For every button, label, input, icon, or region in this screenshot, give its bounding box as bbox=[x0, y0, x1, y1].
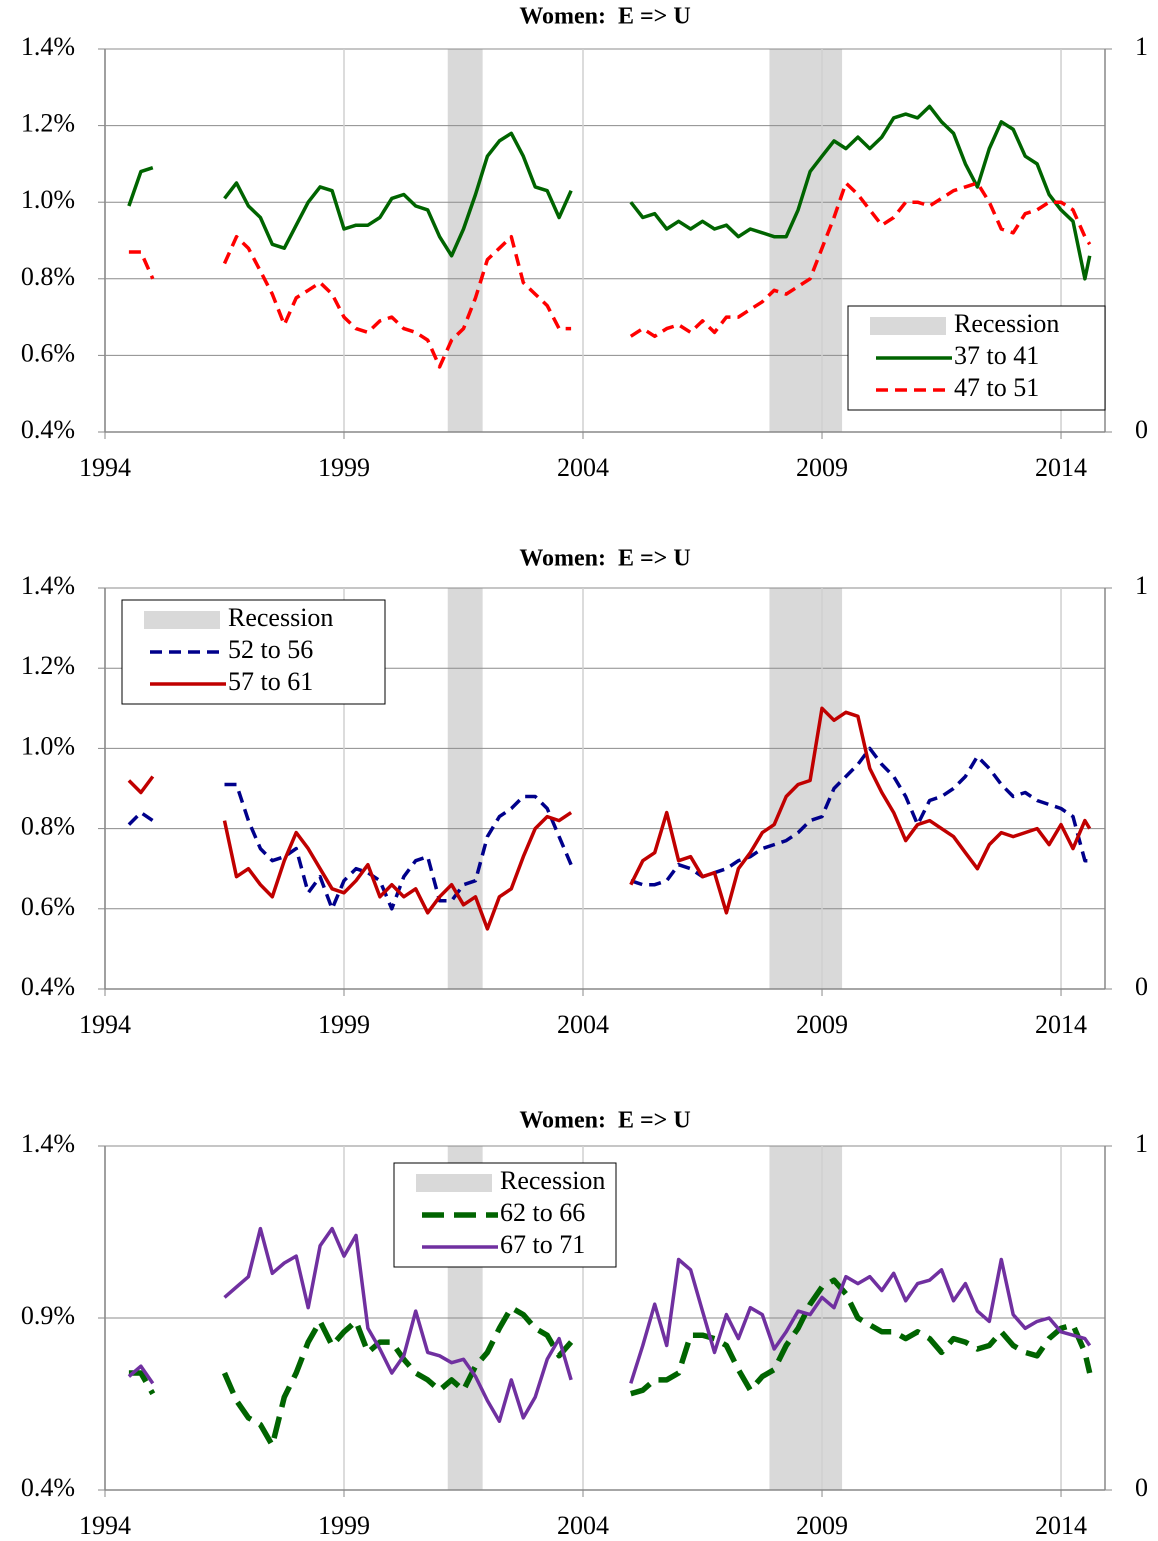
x-tick-label: 1994 bbox=[79, 1511, 131, 1540]
x-tick-label: 1999 bbox=[318, 453, 370, 482]
legend-swatch bbox=[416, 1174, 492, 1192]
x-tick-label: 2004 bbox=[557, 1511, 609, 1540]
panel: Women: E => U 0.4% 0.6% 0.8% 1.0% 1.2% 1.4% 0 1 1… bbox=[21, 4, 1148, 482]
series-line bbox=[128, 1277, 1093, 1449]
legend-label: 37 to 41 bbox=[954, 341, 1039, 370]
y2-tick-label: 0 bbox=[1135, 972, 1148, 1001]
panel: Women: E => U 0.4% 0.6% 0.8% 1.0% 1.2% 1.4% 0 1 1… bbox=[21, 546, 1148, 1039]
series-line bbox=[127, 1226, 1092, 1423]
legend-label: Recession bbox=[500, 1166, 605, 1195]
legend-label: Recession bbox=[228, 603, 333, 632]
y-tick-label: 0.4% bbox=[21, 972, 75, 1001]
legend-swatch bbox=[870, 317, 946, 335]
y2-tick-label: 1 bbox=[1135, 32, 1148, 61]
y-tick-label: 0.8% bbox=[21, 812, 75, 841]
y-tick-label: 0.6% bbox=[21, 338, 75, 367]
y-tick-label: 1.2% bbox=[21, 109, 75, 138]
x-tick-label: 2004 bbox=[557, 1010, 609, 1039]
y-tick-label: 1.0% bbox=[21, 731, 75, 760]
x-tick-label: 2014 bbox=[1035, 1511, 1087, 1540]
x-tick-label: 2009 bbox=[796, 1511, 848, 1540]
y-tick-label: 1.0% bbox=[21, 185, 75, 214]
x-tick-label: 1994 bbox=[79, 1010, 131, 1039]
y-tick-label: 0.4% bbox=[21, 415, 75, 444]
chart-title: Women: E => U bbox=[519, 546, 690, 572]
x-tick-label: 2004 bbox=[557, 453, 609, 482]
y-tick-label: 0.9% bbox=[21, 1301, 75, 1330]
legend-label: 62 to 66 bbox=[500, 1198, 585, 1227]
x-tick-label: 2009 bbox=[796, 453, 848, 482]
y-tick-label: 0.4% bbox=[21, 1473, 75, 1502]
recession-shade bbox=[769, 588, 843, 989]
legend-label: 57 to 61 bbox=[228, 667, 313, 696]
y-tick-label: 1.2% bbox=[21, 651, 75, 680]
y-tick-label: 1.4% bbox=[21, 32, 75, 61]
x-tick-label: 2014 bbox=[1035, 453, 1087, 482]
recession-shade bbox=[447, 588, 483, 989]
series-line bbox=[128, 181, 1092, 369]
legend-swatch bbox=[144, 611, 220, 629]
panel: Women: E => U 0.4% 0.9% 1.4% 0 1 1994 1999 2004 2… bbox=[21, 1108, 1148, 1540]
y-tick-label: 1.4% bbox=[21, 1129, 75, 1158]
y-tick-label: 0.8% bbox=[21, 262, 75, 291]
y-tick-label: 1.4% bbox=[21, 571, 75, 600]
y2-tick-label: 0 bbox=[1135, 1473, 1148, 1502]
legend-label: 67 to 71 bbox=[500, 1230, 585, 1259]
recession-shade bbox=[769, 49, 843, 432]
legend-label: 52 to 56 bbox=[228, 635, 313, 664]
x-tick-label: 2009 bbox=[796, 1010, 848, 1039]
chart-title: Women: E => U bbox=[519, 4, 690, 30]
x-tick-label: 1994 bbox=[79, 453, 131, 482]
series-line bbox=[127, 706, 1092, 931]
x-tick-label: 1999 bbox=[318, 1010, 370, 1039]
legend-label: Recession bbox=[954, 309, 1059, 338]
y2-tick-label: 1 bbox=[1135, 1129, 1148, 1158]
series-line bbox=[127, 104, 1092, 281]
recession-shade bbox=[447, 49, 483, 432]
chart-title: Women: E => U bbox=[519, 1108, 690, 1134]
y2-tick-label: 0 bbox=[1135, 415, 1148, 444]
x-tick-label: 1999 bbox=[318, 1511, 370, 1540]
legend-label: 47 to 51 bbox=[954, 373, 1039, 402]
y-tick-label: 0.6% bbox=[21, 892, 75, 921]
x-tick-label: 2014 bbox=[1035, 1010, 1087, 1039]
y2-tick-label: 1 bbox=[1135, 571, 1148, 600]
